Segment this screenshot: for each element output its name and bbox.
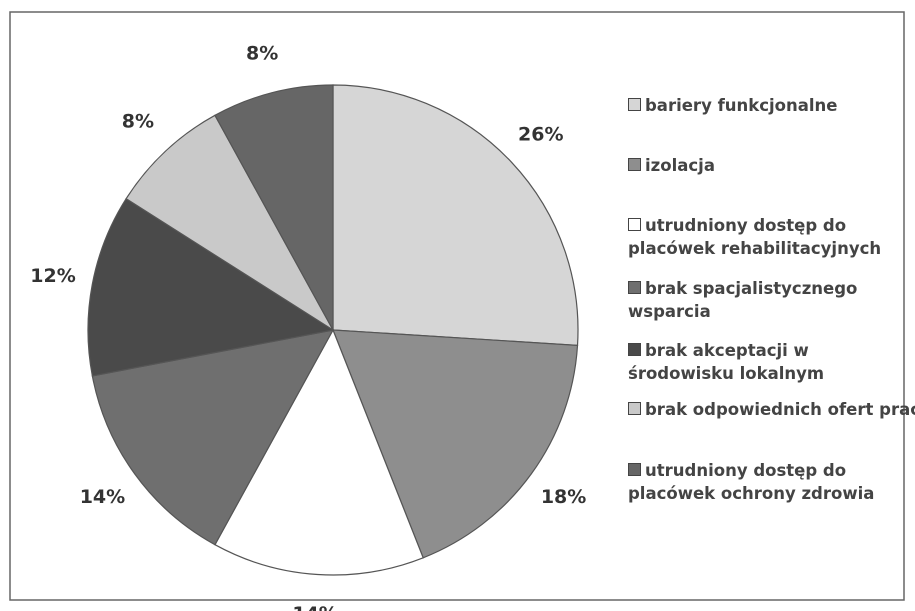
pie-slice xyxy=(125,114,334,331)
legend-item: brak spacjalistycznego wsparcia xyxy=(628,277,898,323)
legend-label: utrudniony dostęp do placówek ochrony zd… xyxy=(628,461,875,503)
legend-swatch xyxy=(628,281,641,294)
legend-swatch xyxy=(628,98,641,111)
legend-swatch xyxy=(628,463,641,476)
legend-item: brak odpowiednich ofert pracy xyxy=(628,398,915,421)
legend-swatch xyxy=(628,158,641,171)
data-label: 14% xyxy=(80,486,125,508)
pie-slice xyxy=(214,84,334,331)
legend-label: brak spacjalistycznego wsparcia xyxy=(628,279,858,321)
pie-slice xyxy=(87,197,335,377)
data-label: 18% xyxy=(541,486,586,508)
legend-item: izolacja xyxy=(628,154,898,177)
legend-item: bariery funkcjonalne xyxy=(628,94,898,117)
legend-label: brak odpowiednich ofert pracy xyxy=(645,400,915,419)
data-label: 8% xyxy=(122,111,154,133)
data-label: 26% xyxy=(518,123,563,145)
legend-item: brak akceptacji w środowisku lokalnym xyxy=(628,339,898,385)
pie-slice xyxy=(214,328,424,576)
pie-slice xyxy=(332,329,579,559)
legend-label: bariery funkcjonalne xyxy=(645,96,838,115)
data-label: 8% xyxy=(246,42,278,64)
legend-swatch xyxy=(628,402,641,415)
data-label: 12% xyxy=(30,265,75,287)
legend-item: utrudniony dostęp do placówek ochrony zd… xyxy=(628,459,898,505)
pie-slice xyxy=(91,329,335,546)
legend-item: utrudniony dostęp do placówek rehabilita… xyxy=(628,214,898,260)
legend-label: utrudniony dostęp do placówek rehabilita… xyxy=(628,216,882,258)
data-label: 14% xyxy=(292,603,337,611)
pie-slice xyxy=(332,84,579,347)
legend-swatch xyxy=(628,218,641,231)
chart-frame xyxy=(9,11,905,601)
legend-label: izolacja xyxy=(645,156,715,175)
legend-swatch xyxy=(628,343,641,356)
legend-label: brak akceptacji w środowisku lokalnym xyxy=(628,341,825,383)
